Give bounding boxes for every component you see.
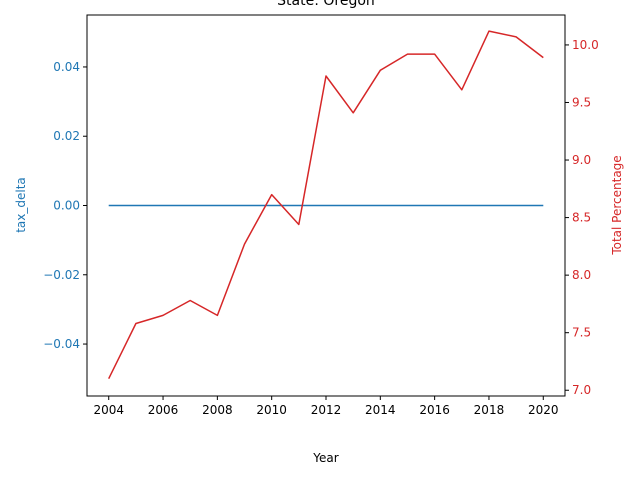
x-tick-label: 2004: [93, 403, 124, 417]
left-y-tick-label: 0.02: [53, 129, 80, 143]
right-y-tick-label: 9.0: [572, 153, 591, 167]
right-y-tick-label: 10.0: [572, 38, 599, 52]
left-y-axis: −0.04 −0.02 0.00 0.02 0.04: [43, 60, 87, 351]
right-y-tick-label: 9.5: [572, 95, 591, 109]
x-tick-label: 2020: [528, 403, 559, 417]
right-y-tick-label: 7.0: [572, 383, 591, 397]
right-y-axis: 7.0 7.5 8.0 8.5 9.0 9.5 10.0: [565, 38, 599, 397]
x-tick-label: 2016: [419, 403, 450, 417]
right-y-axis-label: Total Percentage: [610, 155, 624, 255]
x-tick-label: 2014: [365, 403, 396, 417]
left-y-tick-label: −0.02: [43, 268, 80, 282]
right-y-tick-label: 7.5: [572, 326, 591, 340]
total-percentage-line: [108, 30, 544, 380]
x-tick-label: 2006: [148, 403, 179, 417]
x-tick-label: 2018: [474, 403, 505, 417]
x-tick-label: 2010: [256, 403, 287, 417]
left-y-axis-label: tax_delta: [14, 177, 28, 233]
chart-title: State: Oregon: [277, 0, 375, 9]
x-tick-label: 2008: [202, 403, 233, 417]
left-y-tick-label: 0.00: [53, 199, 80, 213]
right-y-tick-label: 8.5: [572, 211, 591, 225]
left-y-tick-label: 0.04: [53, 60, 80, 74]
right-y-tick-label: 8.0: [572, 268, 591, 282]
x-axis: 2004 2006 2008 2010 2012 2014 2016 2018 2020: [93, 396, 559, 417]
x-tick-label: 2012: [311, 403, 342, 417]
left-y-tick-label: −0.04: [43, 337, 80, 351]
series-layer: [108, 30, 544, 380]
x-axis-label: Year: [312, 451, 338, 465]
